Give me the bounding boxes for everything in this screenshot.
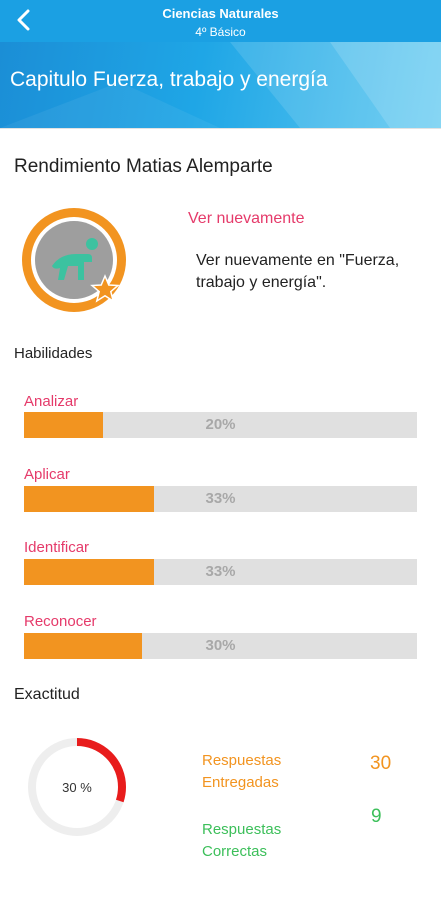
divider xyxy=(0,128,441,129)
nav-subtitle: 4º Básico xyxy=(195,25,246,39)
accuracy-title: Exactitud xyxy=(14,686,80,703)
skill-bar-reconocer: 30% xyxy=(24,633,417,659)
skill-fill xyxy=(24,486,154,512)
star-icon xyxy=(90,274,120,303)
back-button[interactable] xyxy=(8,4,38,36)
skill-percent: 30% xyxy=(205,637,236,654)
skill-percent: 33% xyxy=(205,563,236,580)
skill-label-aplicar: Aplicar xyxy=(24,466,70,483)
donut-progress xyxy=(28,738,126,836)
correct-value: 9 xyxy=(371,806,382,827)
correct-label: Respuestas Correctas xyxy=(202,821,282,860)
see-again-link[interactable]: Ver nuevamente xyxy=(188,210,305,227)
achievement-badge xyxy=(22,208,126,312)
chapter-title: Capitulo Fuerza, trabajo y energía xyxy=(10,68,328,91)
skill-bar-identificar: 33% xyxy=(24,559,417,585)
skill-label-analizar: Analizar xyxy=(24,393,79,410)
skills-title: Habilidades xyxy=(14,345,93,362)
chapter-banner: Capitulo Fuerza, trabajo y energía xyxy=(0,42,441,128)
skill-label-identificar: Identificar xyxy=(24,539,90,556)
nav-bar: Ciencias Naturales 4º Básico xyxy=(0,0,441,42)
skill-bar-aplicar: 33% xyxy=(24,486,417,512)
delivered-label: Respuestas Entregadas xyxy=(202,752,282,791)
skill-percent: 33% xyxy=(205,490,236,507)
skill-bar-analizar: 20% xyxy=(24,412,417,438)
delivered-value: 30 xyxy=(370,753,392,774)
crawling-person-icon xyxy=(52,238,98,280)
skill-fill xyxy=(24,412,103,438)
chevron-left-icon xyxy=(17,9,30,31)
accuracy-percent: 30 % xyxy=(62,779,92,795)
see-again-description: Ver nuevamente en "Fuerza, trabajo y ene… xyxy=(196,252,400,291)
performance-title: Rendimiento Matias Alemparte xyxy=(14,156,273,177)
accuracy-donut xyxy=(28,738,126,836)
banner-decoration xyxy=(0,42,441,128)
skill-label-reconocer: Reconocer xyxy=(24,613,97,630)
skill-percent: 20% xyxy=(205,416,236,433)
skill-fill xyxy=(24,559,154,585)
skill-fill xyxy=(24,633,142,659)
nav-title: Ciencias Naturales xyxy=(162,6,279,21)
